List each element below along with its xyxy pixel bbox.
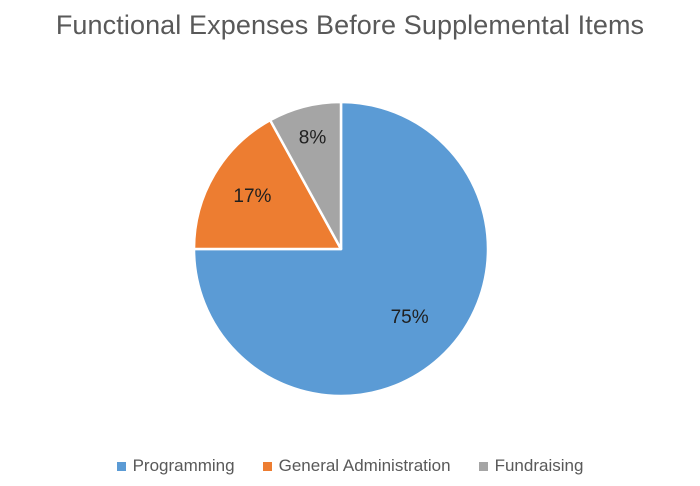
pie-slices xyxy=(192,100,490,398)
pie-slice-fundraising xyxy=(268,100,343,251)
pie-slice-general-administration xyxy=(192,118,343,251)
legend-label-fundraising: Fundraising xyxy=(494,456,584,475)
legend-swatch-programming xyxy=(116,461,126,471)
legend-item-fundraising: Fundraising xyxy=(478,456,584,476)
legend-label-programming: Programming xyxy=(132,456,235,475)
data-label-fundraising: 8% xyxy=(299,127,327,148)
legend: Programming General Administration Fundr… xyxy=(0,456,700,476)
legend-swatch-general-administration xyxy=(262,461,272,471)
legend-item-general-administration: General Administration xyxy=(262,456,451,476)
legend-label-general-administration: General Administration xyxy=(278,456,451,475)
data-label-programming: 75% xyxy=(391,307,429,328)
data-label-general-administration: 17% xyxy=(233,186,271,207)
legend-item-programming: Programming xyxy=(116,456,235,476)
chart-title: Functional Expenses Before Supplemental … xyxy=(55,10,645,40)
data-labels: 75% 17% 8% xyxy=(233,127,428,328)
legend-swatch-fundraising xyxy=(478,461,488,471)
